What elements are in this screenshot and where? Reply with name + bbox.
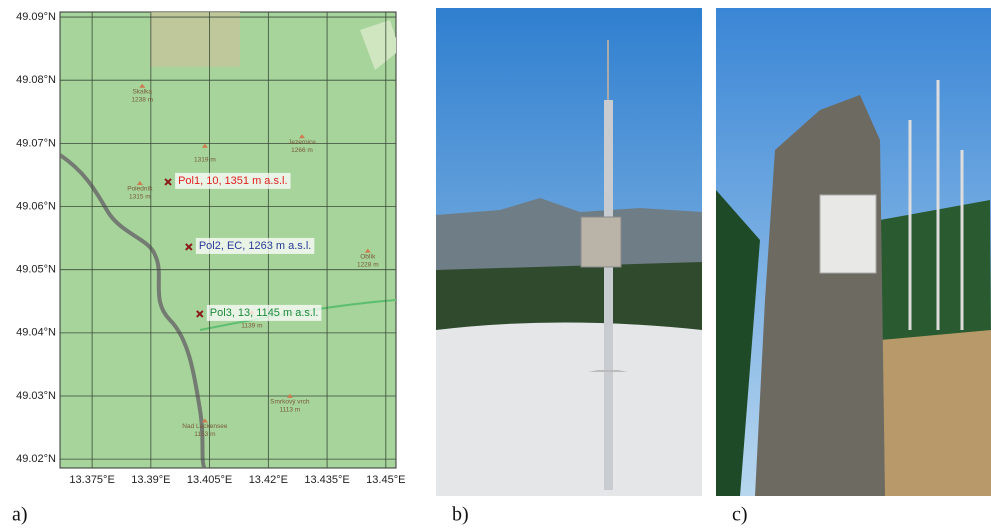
site-label: Pol2, EC, 1263 m a.s.l. <box>199 240 312 252</box>
site-label: Pol1, 10, 1351 m a.s.l. <box>178 175 287 187</box>
place-elevation: 1113 m <box>280 407 301 414</box>
y-tick-label: 49.04°N <box>16 327 56 339</box>
mast <box>604 100 613 490</box>
x-tick-label: 13.375°E <box>69 474 114 486</box>
place-elevation: 1266 m <box>291 147 313 154</box>
sensor-box <box>820 195 876 273</box>
trees-right <box>880 200 991 340</box>
panel-label: c) <box>732 504 748 526</box>
panel-label: a) <box>12 504 28 526</box>
y-tick-label: 49.05°N <box>16 264 56 276</box>
x-tick-label: 13.39°E <box>131 474 170 486</box>
hatched-area <box>150 12 240 67</box>
x-tick-label: 13.435°E <box>304 474 349 486</box>
y-tick-label: 49.06°N <box>16 200 56 212</box>
photo-c <box>716 8 991 496</box>
y-tick-label: 49.03°N <box>16 390 56 402</box>
site-label: Pol3, 13, 1145 m a.s.l. <box>210 307 319 319</box>
place-name: Poledník <box>127 186 153 193</box>
place-name: Jezernice <box>288 139 316 146</box>
x-tick-label: 13.405°E <box>187 474 232 486</box>
place-elevation: 1238 m <box>131 96 153 103</box>
y-tick-label: 49.07°N <box>16 137 56 149</box>
place-elevation: 1228 m <box>357 261 379 268</box>
x-tick-label: 13.45°E <box>366 474 405 486</box>
sensor-box <box>581 217 621 267</box>
y-tick-label: 49.08°N <box>16 74 56 86</box>
place-elevation: 1315 m <box>129 194 151 201</box>
place-name: Nad Lackensee <box>182 423 228 430</box>
place-elevation: 1139 m <box>241 323 262 330</box>
place-name: Smrkový vrch <box>270 399 310 406</box>
place-name: Oblík <box>360 253 376 260</box>
photo-b <box>436 8 702 496</box>
place-name: Skalka <box>132 88 152 95</box>
place-elevation: 1319 m <box>194 156 216 163</box>
place-elevation: 1153 m <box>194 431 215 438</box>
roof <box>436 323 702 497</box>
ground <box>880 330 991 496</box>
y-tick-label: 49.09°N <box>16 11 56 23</box>
x-tick-label: 13.42°E <box>249 474 288 486</box>
y-tick-label: 49.02°N <box>16 453 56 465</box>
figure: 13.375°E 13.39°E 13.405°E 13.42°E 13.435°E 13… <box>0 0 991 531</box>
panel-label: b) <box>452 504 469 526</box>
